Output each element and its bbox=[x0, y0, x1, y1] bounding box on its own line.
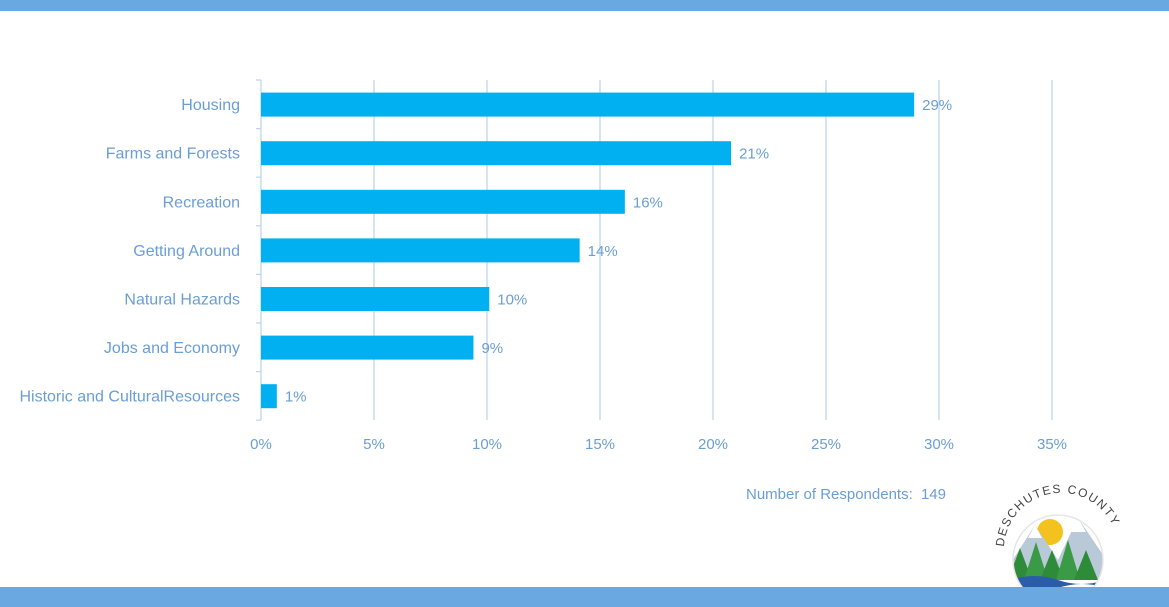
x-tick-label: 15% bbox=[585, 436, 615, 453]
bar bbox=[261, 238, 580, 263]
top-band bbox=[0, 0, 1169, 11]
data-label: 9% bbox=[481, 340, 503, 357]
bottom-band bbox=[0, 587, 1169, 607]
x-tick-label: 20% bbox=[698, 436, 728, 453]
data-label: 1% bbox=[285, 389, 307, 406]
bar bbox=[261, 335, 474, 360]
x-tick-label: 25% bbox=[811, 436, 841, 453]
category-label: Jobs and Economy bbox=[104, 340, 240, 357]
category-label: Recreation bbox=[163, 194, 240, 211]
respondents-note: Number of Respondents: 149 bbox=[746, 486, 950, 503]
bar bbox=[261, 384, 277, 409]
category-label: Natural Hazards bbox=[124, 292, 240, 309]
x-tick-label: 0% bbox=[250, 436, 272, 453]
category-label: Historic and CulturalResources bbox=[19, 389, 240, 406]
x-tick-label: 35% bbox=[1037, 436, 1067, 453]
data-label: 16% bbox=[633, 194, 663, 211]
data-label: 14% bbox=[588, 243, 618, 260]
bar bbox=[261, 189, 625, 214]
bar-chart: Housing Farms and Forests Recreation Gettin… bbox=[19, 79, 1067, 453]
bar bbox=[261, 141, 732, 166]
category-label: Getting Around bbox=[133, 243, 240, 260]
category-label: Housing bbox=[181, 97, 240, 114]
x-tick-label: 30% bbox=[924, 436, 954, 453]
bar bbox=[261, 92, 915, 117]
data-label: 21% bbox=[739, 146, 769, 163]
respondents-count: 149 bbox=[920, 486, 946, 503]
data-label: 10% bbox=[497, 292, 527, 309]
x-tick-label: 10% bbox=[472, 436, 502, 453]
data-label: 29% bbox=[922, 97, 952, 114]
category-label: Farms and Forests bbox=[106, 146, 240, 163]
bar bbox=[261, 287, 490, 311]
respondents-label: Number of Respondents: bbox=[746, 486, 913, 503]
x-tick-label: 5% bbox=[363, 436, 385, 453]
